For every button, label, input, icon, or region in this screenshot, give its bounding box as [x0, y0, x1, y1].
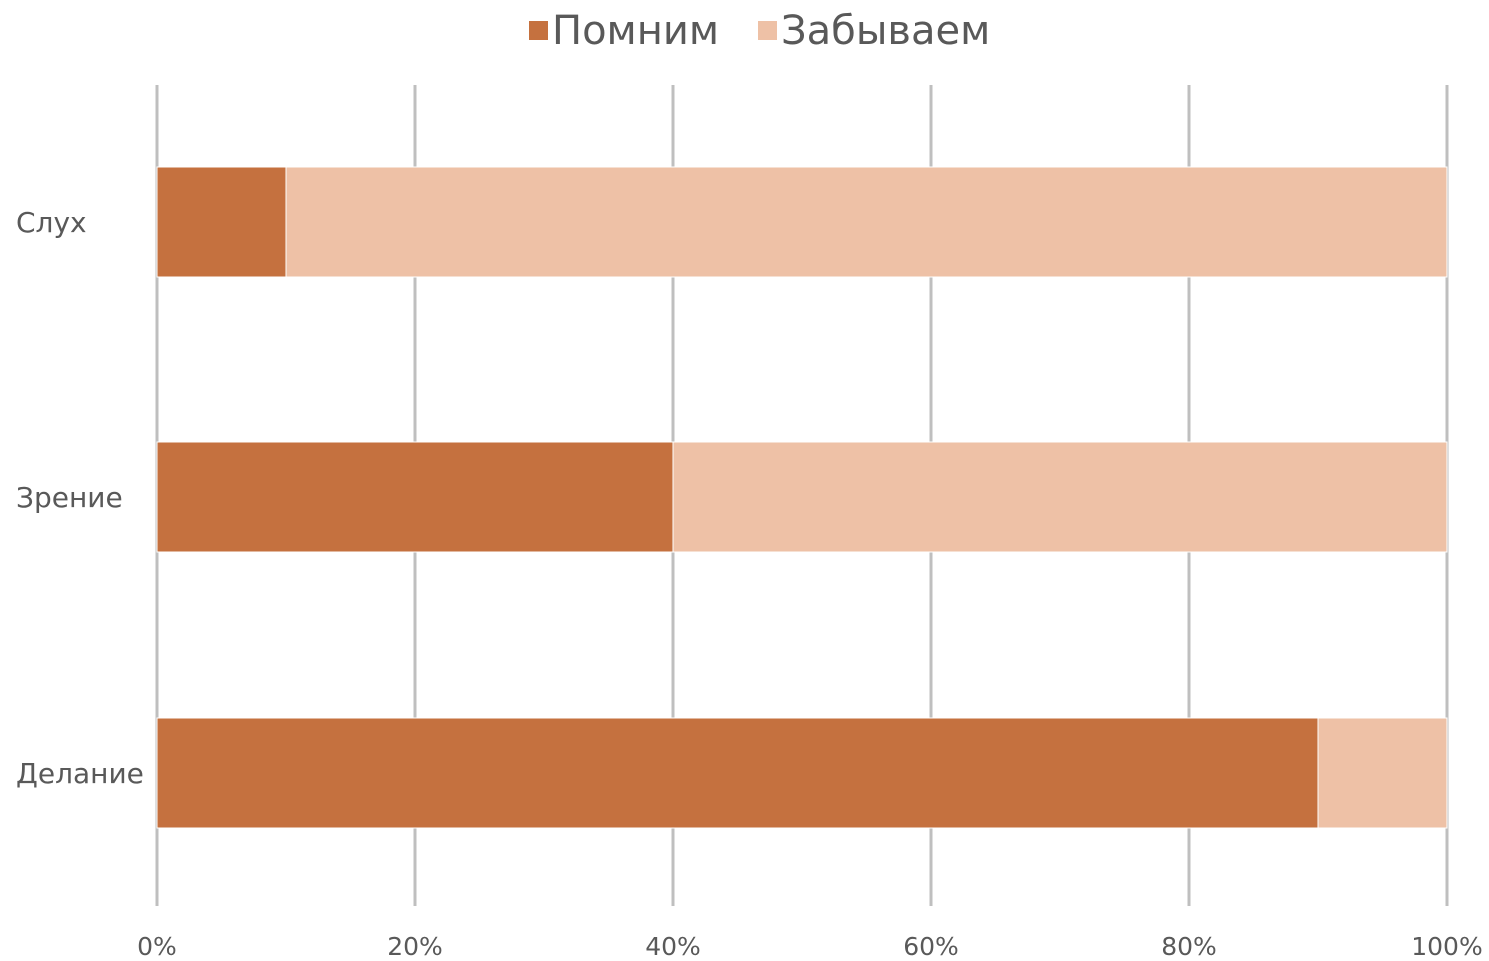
x-tick-label: 100% [1411, 932, 1482, 961]
category-label: Делание [16, 757, 144, 790]
bar-segment-forget [285, 166, 1448, 278]
axis-labels: 0% 20% 40% 60% 80% 100% Слух Зрение Делание [16, 206, 1483, 961]
category-label: Зрение [16, 481, 123, 514]
x-tick-label: 60% [903, 932, 959, 961]
legend-swatch [529, 21, 548, 40]
bar-segment-remember [156, 166, 287, 278]
x-tick-label: 0% [137, 932, 177, 961]
x-tick-label: 80% [1161, 932, 1217, 961]
legend: Помним Забываем [529, 8, 990, 54]
bar-segment-forget [672, 441, 1448, 553]
bar-segment-remember [156, 717, 1319, 829]
category-label: Слух [16, 206, 87, 239]
bars [156, 166, 1448, 829]
legend-label: Помним [552, 8, 719, 54]
bar-segment-forget [1317, 717, 1448, 829]
legend-swatch [758, 21, 777, 40]
x-tick-label: 20% [387, 932, 443, 961]
bar-segment-remember [156, 441, 674, 553]
legend-label: Забываем [781, 8, 990, 54]
x-tick-label: 40% [645, 932, 701, 961]
